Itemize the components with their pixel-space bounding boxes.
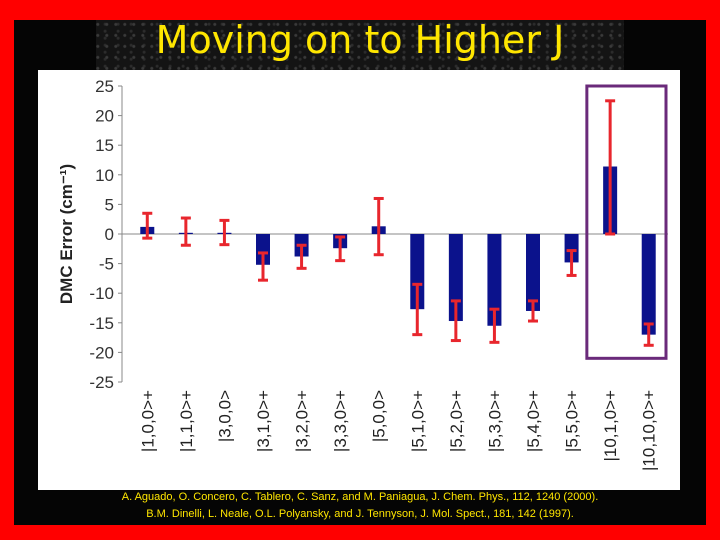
- bar: [256, 234, 270, 265]
- y-axis-label: DMC Error (cm⁻¹): [57, 164, 76, 304]
- y-tick-label: -5: [99, 255, 114, 274]
- x-tick-label: |3,0,0>: [215, 390, 234, 442]
- bar: [487, 234, 502, 326]
- x-tick-label: |3,2,0>+: [293, 390, 312, 452]
- x-tick-label: |3,1,0>+: [254, 390, 273, 452]
- bar: [564, 234, 579, 263]
- x-tick-label: |10,10,0>+: [640, 390, 659, 471]
- y-tick-label: 5: [105, 195, 114, 214]
- x-tick-label: |5,0,0>: [370, 390, 389, 442]
- title-background: [96, 20, 624, 72]
- bar: [410, 234, 425, 310]
- chart-panel: 25 20 15 10 5 0 -5 -10 -15 -20 -25 DMC Error (cm⁻¹)…: [38, 70, 680, 490]
- y-tick-label: -25: [89, 373, 114, 392]
- bar: [526, 234, 540, 311]
- x-tick-label: |5,4,0>+: [524, 390, 543, 452]
- bar-chart: 25 20 15 10 5 0 -5 -10 -15 -20 -25 DMC Error (cm⁻¹)…: [57, 77, 668, 471]
- slide-title: Moving on to Higher J: [155, 18, 565, 62]
- y-tick-label: 10: [95, 166, 114, 185]
- references: A. Aguado, O. Concero, C. Tablero, C. Sa…: [0, 489, 720, 523]
- y-tick-label: 20: [95, 107, 114, 126]
- x-tick-label: |1,1,0>+: [177, 390, 196, 452]
- x-tick-label: |5,3,0>+: [485, 390, 504, 452]
- x-tick-label: |3,3,0>+: [331, 390, 350, 452]
- bar: [641, 234, 656, 335]
- x-tick-label: |1,0,0>+: [138, 390, 157, 452]
- bar: [448, 234, 463, 322]
- x-tick-label: |5,5,0>+: [563, 390, 582, 452]
- y-tick-label: 25: [95, 77, 114, 96]
- y-tick-label: 0: [105, 225, 114, 244]
- highlight-box: [585, 84, 668, 360]
- y-tick-label: -15: [89, 314, 114, 333]
- y-tick-label: 15: [95, 136, 114, 155]
- reference-2: B.M. Dinelli, L. Neale, O.L. Polyansky, …: [146, 508, 574, 520]
- reference-1: A. Aguado, O. Concero, C. Tablero, C. Sa…: [121, 491, 599, 503]
- x-tick-label: |5,2,0>+: [447, 390, 466, 452]
- x-tick-label: |5,1,0>+: [408, 390, 427, 452]
- y-tick-label: -10: [89, 284, 114, 303]
- x-tick-label: |10,1,0>+: [601, 390, 620, 462]
- y-tick-label: -20: [89, 343, 114, 362]
